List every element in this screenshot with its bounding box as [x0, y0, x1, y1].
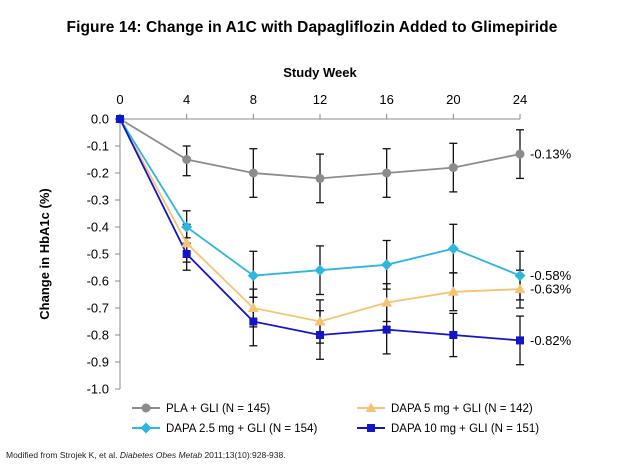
footnote-journal: Diabetes Obes Metab: [119, 450, 203, 460]
data-point: [447, 243, 459, 255]
y-tick-label: -0.5: [87, 247, 109, 262]
data-point: [181, 237, 193, 248]
end-value-label: -0.63%: [530, 282, 572, 297]
legend-entry: DAPA 5 mg + GLI (N = 142): [357, 402, 533, 415]
data-point: [381, 259, 393, 271]
legend-label: DAPA 5 mg + GLI (N = 142): [391, 403, 533, 415]
y-tick-label: -1.0: [87, 382, 109, 397]
x-axis-title: Study Week: [283, 65, 357, 80]
legend-entry: DAPA 2.5 mg + GLI (N = 154): [132, 422, 317, 435]
x-tick-label: 20: [446, 92, 460, 107]
footnote-suffix: 2011;13(10):928-938.: [202, 450, 286, 460]
legend-entry: DAPA 10 mg + GLI (N = 151): [357, 423, 539, 435]
data-point: [516, 336, 524, 345]
footnote-prefix: Modified from Strojek K, et al.: [6, 450, 120, 460]
data-point: [182, 250, 191, 258]
data-point: [514, 283, 526, 294]
data-point: [116, 115, 124, 123]
data-point: [247, 302, 259, 312]
y-tick-label: -0.8: [87, 328, 109, 343]
x-tick-label: 16: [379, 92, 393, 107]
data-point: [248, 168, 258, 178]
x-tick-label: 8: [250, 92, 257, 107]
error-bars: [182, 129, 524, 366]
data-point: [314, 316, 326, 326]
y-tick-label: -0.7: [87, 301, 109, 316]
data-point: [315, 173, 325, 183]
y-axis-title: Change in HbA1c (%): [37, 188, 52, 319]
legend-label: PLA + GLI (N = 145): [166, 403, 270, 415]
end-value-label: -0.58%: [530, 268, 572, 283]
y-tick-label: -0.4: [87, 220, 109, 235]
source-footnote: Modified from Strojek K, et al. Diabetes…: [6, 450, 286, 460]
legend: PLA + GLI (N = 145) DAPA 5 mg + GLI (N = …: [132, 402, 539, 435]
data-point: [449, 331, 458, 339]
legend-label: DAPA 2.5 mg + GLI (N = 154): [166, 423, 317, 435]
x-tick-label: 0: [116, 92, 123, 107]
data-point: [182, 155, 192, 164]
legend-swatch-marker: [367, 424, 375, 432]
y-tick-label: -0.9: [87, 355, 109, 370]
data-point: [316, 331, 324, 339]
series-markers: [114, 113, 526, 345]
legend-swatch-marker: [140, 422, 152, 434]
x-tick-label: 4: [183, 92, 190, 107]
data-point: [448, 163, 458, 173]
legend-entry: PLA + GLI (N = 145): [132, 403, 270, 415]
data-point: [514, 270, 526, 282]
x-tick-label: 12: [313, 92, 327, 107]
end-labels: -0.13% -0.63%-0.58% -0.82%: [530, 147, 572, 348]
legend-swatch-marker: [141, 403, 151, 413]
data-point: [249, 317, 258, 326]
data-point: [447, 286, 459, 296]
axes: 0 4 8 12 16 20 24 0.0 -0.1 -0.2 -0.3 -0.4 -0.5 -0.6 -0…: [37, 65, 527, 397]
data-point: [314, 264, 326, 276]
y-tick-label: 0.0: [91, 112, 109, 127]
data-point: [181, 221, 193, 233]
data-point: [247, 270, 259, 282]
chart-title: Figure 14: Change in A1C with Dapagliflo…: [66, 19, 558, 36]
legend-swatch-marker: [365, 402, 377, 412]
end-value-label: -0.13%: [530, 147, 572, 162]
x-tick-label: 24: [513, 92, 527, 107]
end-value-label: -0.82%: [530, 333, 572, 348]
data-point: [381, 297, 393, 307]
data-point: [515, 149, 525, 159]
y-tick-label: -0.3: [87, 193, 109, 208]
y-tick-label: -0.1: [87, 139, 109, 154]
y-tick-label: -0.6: [87, 274, 109, 289]
data-point: [382, 168, 392, 178]
data-point: [382, 325, 391, 334]
legend-label: DAPA 10 mg + GLI (N = 151): [391, 423, 539, 435]
y-tick-label: -0.2: [87, 166, 109, 181]
